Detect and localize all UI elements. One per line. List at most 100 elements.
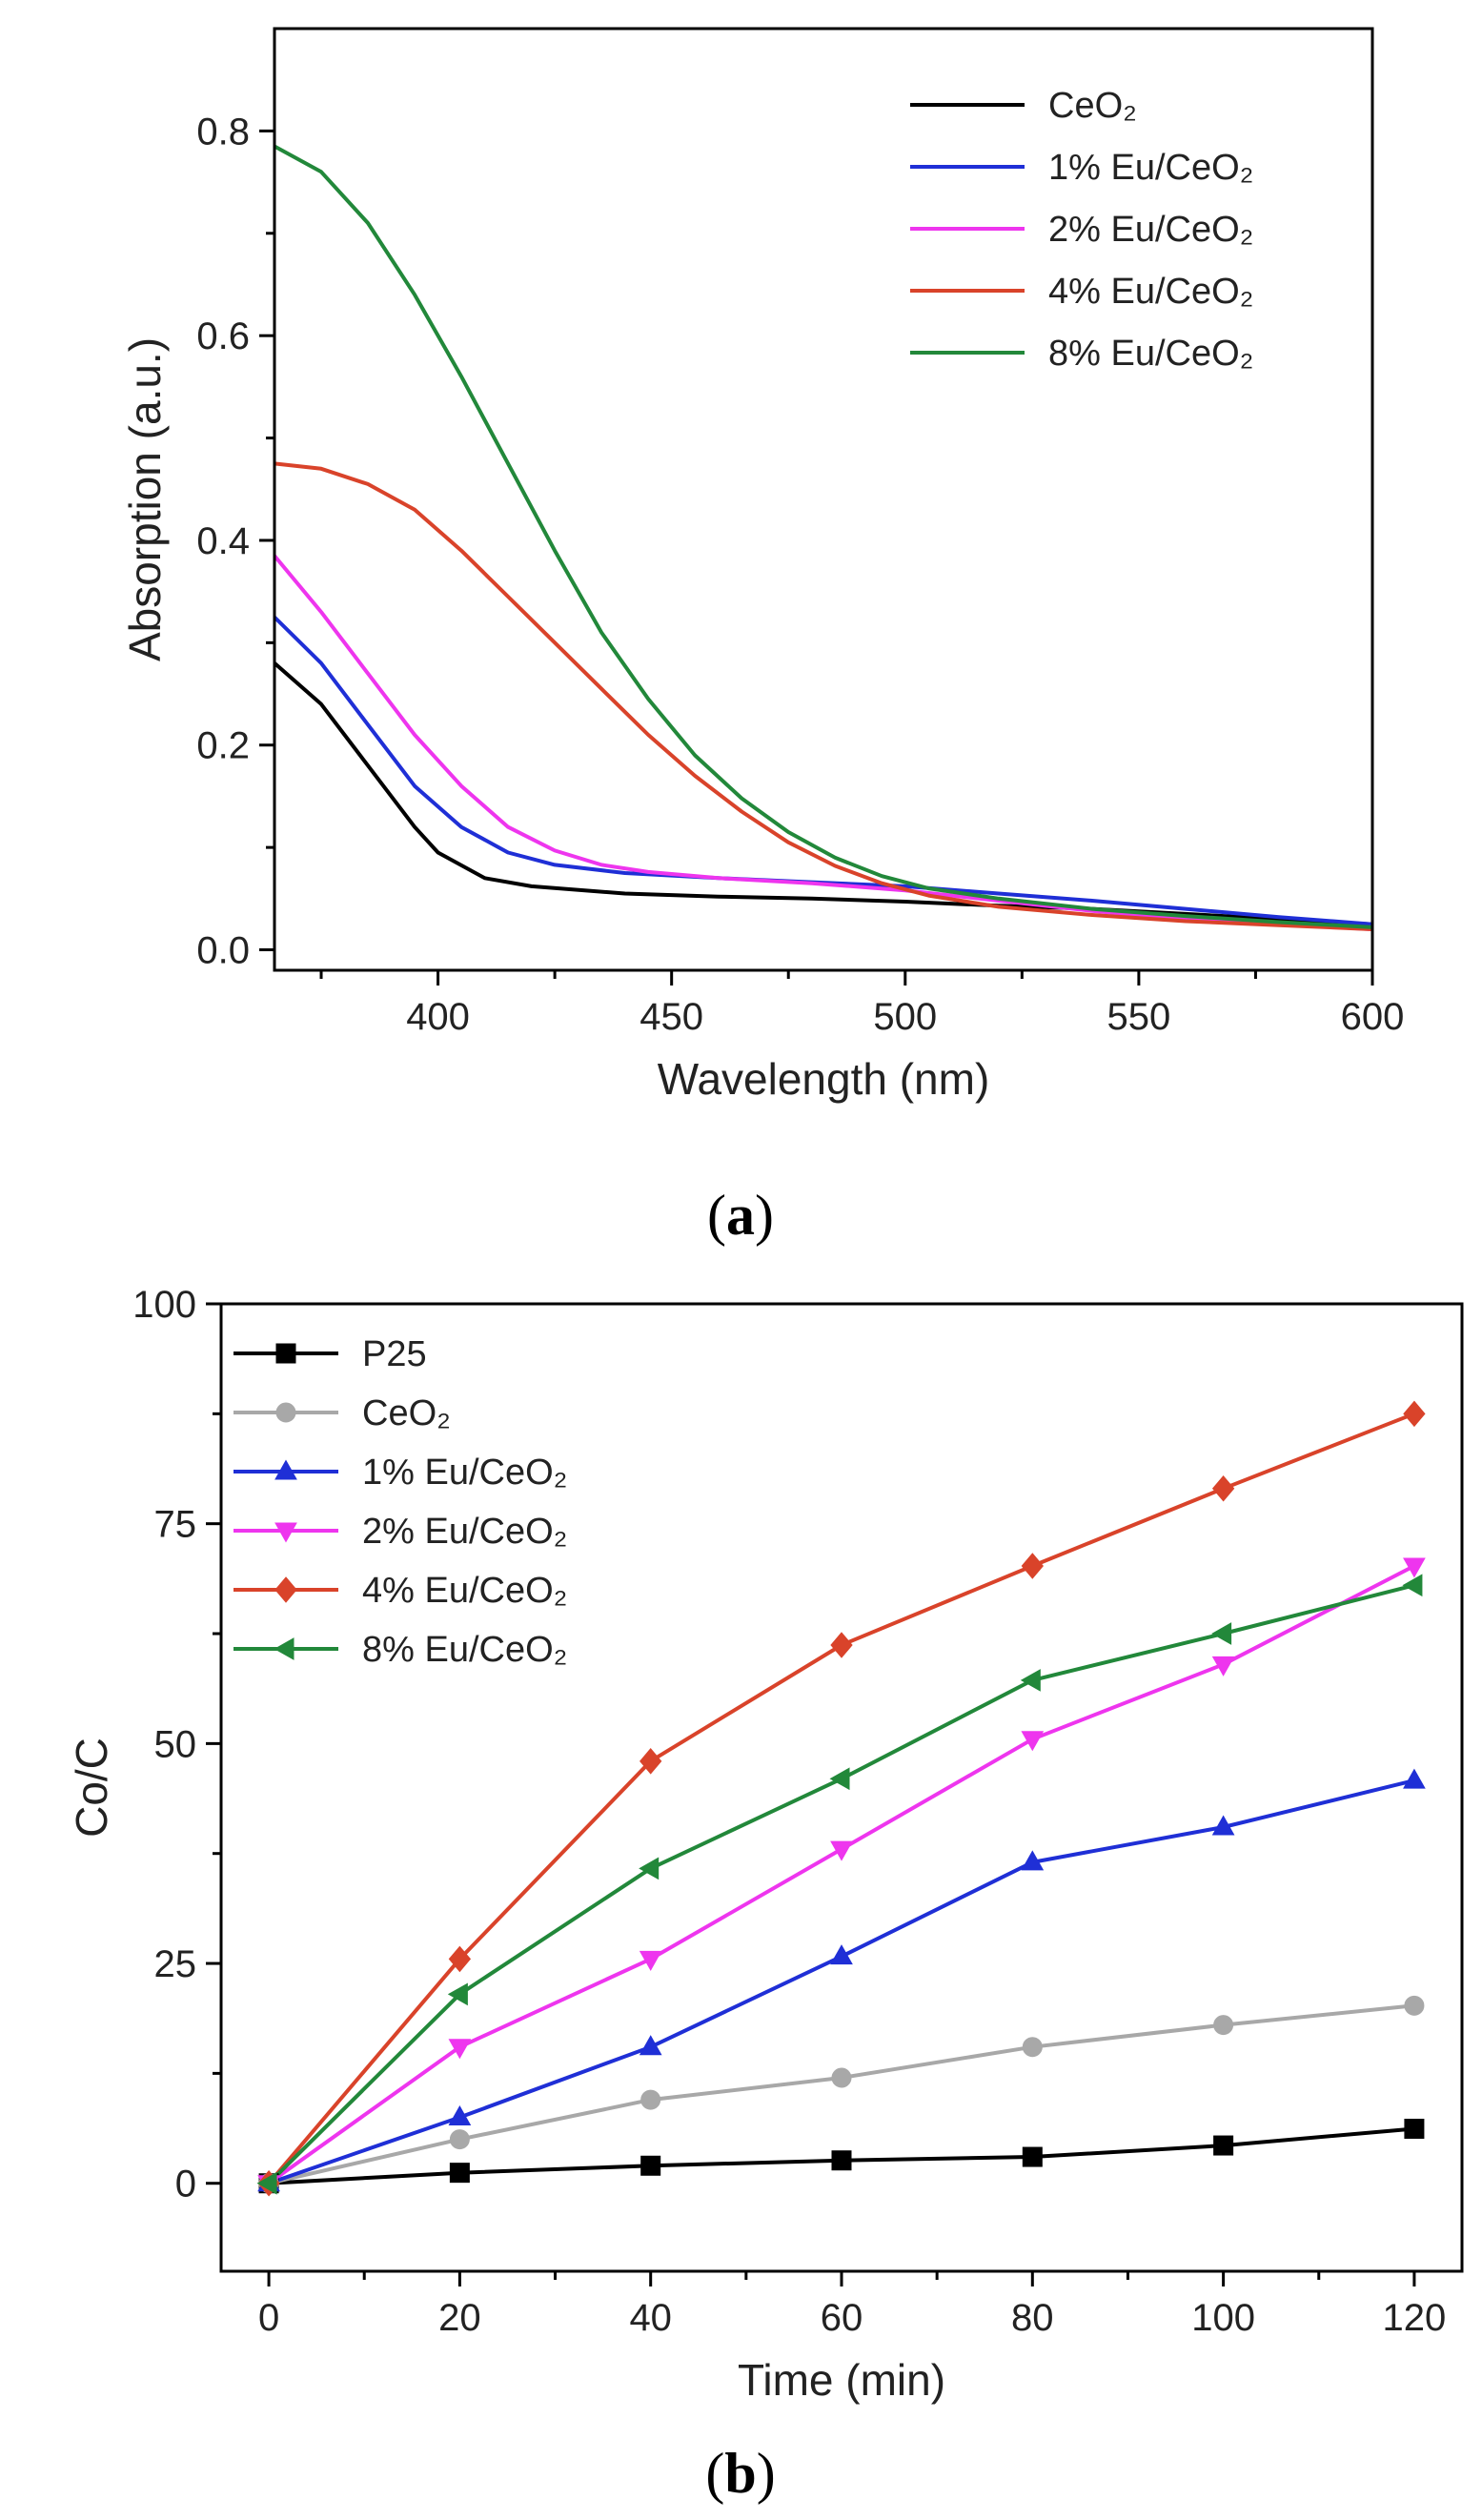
panel-b-point-4-eu-ceo2 xyxy=(639,1748,662,1775)
panel-a-label-close-paren: ) xyxy=(755,1184,774,1247)
panel-b-point-p25 xyxy=(1022,2146,1043,2167)
panel-b-point-ceo2 xyxy=(1213,2015,1234,2036)
panel-b-point-2-eu-ceo2 xyxy=(1211,1656,1235,1677)
panel-a-line-8-eu-ceo2 xyxy=(274,144,1373,929)
panel-b-point-1-eu-ceo2 xyxy=(448,2105,472,2126)
a-x-tick-label: 600 xyxy=(1341,996,1405,1038)
panel-a-x-axis-title: Wavelength (nm) xyxy=(658,1054,990,1104)
panel-a-label-letter: a xyxy=(726,1184,755,1247)
panel-b-point-8-eu-ceo2 xyxy=(1211,1622,1232,1645)
panel-a-legend: CeO₂ 1% Eu/CeO₂ 2% Eu/CeO₂ 4% Eu/CeO₂ 8% Eu/… xyxy=(910,86,1253,374)
panel-b-legend: P25 CeO₂ 1% Eu/CeO₂ 2% Eu/CeO₂ 4% Eu/CeO₂ 8% … xyxy=(233,1334,567,1670)
panel-b-label-close-paren: ) xyxy=(757,2442,776,2505)
panel-b-point-8-eu-ceo2 xyxy=(256,2171,277,2195)
panel-b-point-p25 xyxy=(1404,2119,1425,2140)
panel-b-point-ceo2 xyxy=(640,2089,661,2110)
panel-b-point-4-eu-ceo2 xyxy=(448,1945,472,1973)
panel-a-label-open-paren: ( xyxy=(707,1184,726,1247)
panel-b-legend-label-1-eu-ceo2: 1% Eu/CeO₂ xyxy=(362,1453,567,1493)
panel-b-chart: 0 20 40 60 80 100 120 0 25 50 75 100 Time (min) Co… xyxy=(67,1284,1464,2505)
panel-a-y-axis-title: Absorption (a.u.) xyxy=(120,337,170,661)
panel-b-point-p25 xyxy=(831,2150,852,2171)
a-x-tick-label: 400 xyxy=(406,996,470,1038)
b-x-tick-label: 80 xyxy=(1011,2297,1054,2339)
b-y-tick-label: 50 xyxy=(154,1723,197,1765)
panel-b-legend-marker-2-eu-ceo2 xyxy=(274,1522,297,1543)
panel-b-point-8-eu-ceo2 xyxy=(1020,1669,1041,1692)
panel-b-label-letter: b xyxy=(724,2442,756,2505)
panel-b-legend-label-ceo2: CeO₂ xyxy=(362,1393,451,1433)
b-y-tick-label: 25 xyxy=(154,1943,197,1985)
panel-b-point-1-eu-ceo2 xyxy=(639,2035,662,2056)
panel-b-point-4-eu-ceo2 xyxy=(830,1632,853,1658)
panel-a-line-4-eu-ceo2 xyxy=(274,461,1373,931)
b-x-tick-label: 20 xyxy=(438,2297,481,2339)
panel-b-y-ticks: 0 25 50 75 100 xyxy=(132,1284,221,2205)
panel-a-legend-label-4-eu-ceo2: 4% Eu/CeO₂ xyxy=(1048,272,1253,312)
panel-b-label-open-paren: ( xyxy=(705,2442,724,2505)
b-x-tick-label: 0 xyxy=(258,2297,279,2339)
b-x-tick-label: 40 xyxy=(629,2297,672,2339)
panel-b-legend-marker-4-eu-ceo2 xyxy=(274,1576,297,1603)
panel-a-series-lines xyxy=(273,144,1373,931)
panel-b-point-1-eu-ceo2 xyxy=(830,1944,853,1965)
panel-b-point-8-eu-ceo2 xyxy=(639,1857,660,1880)
panel-b-point-p25 xyxy=(449,2163,470,2184)
panel-b-point-ceo2 xyxy=(1404,1995,1425,2016)
panel-b-point-p25 xyxy=(640,2155,661,2176)
a-x-tick-label: 450 xyxy=(639,996,703,1038)
panel-b-point-2-eu-ceo2 xyxy=(639,1950,662,1971)
panel-b-point-1-eu-ceo2 xyxy=(1021,1850,1045,1871)
a-y-tick-label: 0.2 xyxy=(196,725,250,767)
panel-a-legend-label-1-eu-ceo2: 1% Eu/CeO₂ xyxy=(1048,148,1253,188)
panel-a-line-2-eu-ceo2 xyxy=(273,554,1373,931)
panel-a-y-ticks: 0.0 0.2 0.4 0.6 0.8 xyxy=(196,111,274,972)
panel-b-legend-marker-8-eu-ceo2 xyxy=(274,1637,294,1660)
panel-b-y-axis-title: Co/C xyxy=(67,1738,116,1838)
b-y-tick-label: 75 xyxy=(154,1504,197,1546)
panel-b-point-8-eu-ceo2 xyxy=(447,1982,468,2006)
b-y-tick-label: 100 xyxy=(132,1284,196,1326)
panel-b-point-1-eu-ceo2 xyxy=(1211,1815,1235,1836)
panel-b-legend-label-p25: P25 xyxy=(362,1334,427,1374)
panel-b-point-ceo2 xyxy=(1022,2037,1043,2058)
a-y-tick-label: 0.0 xyxy=(196,930,250,972)
panel-b-point-8-eu-ceo2 xyxy=(1402,1574,1423,1597)
a-x-tick-label: 550 xyxy=(1107,996,1171,1038)
b-x-tick-label: 60 xyxy=(821,2297,863,2339)
panel-b-point-1-eu-ceo2 xyxy=(1403,1768,1426,1789)
panel-b-point-ceo2 xyxy=(831,2067,852,2088)
b-y-tick-label: 0 xyxy=(175,2164,196,2205)
panel-b-point-8-eu-ceo2 xyxy=(829,1767,850,1791)
a-x-tick-label: 500 xyxy=(873,996,937,1038)
panel-a-chart: 400 450 500 550 600 0.0 0.2 0.4 0.6 0.8 Waveleng… xyxy=(120,27,1405,1247)
panel-b-point-p25 xyxy=(1213,2135,1234,2156)
b-x-tick-label: 120 xyxy=(1383,2297,1447,2339)
panel-b-point-4-eu-ceo2 xyxy=(1211,1474,1235,1502)
panel-b-legend-label-8-eu-ceo2: 8% Eu/CeO₂ xyxy=(362,1630,567,1670)
panel-b-point-4-eu-ceo2 xyxy=(1403,1400,1426,1428)
panel-a-plot-frame xyxy=(273,27,1374,972)
panel-b-x-axis-title: Time (min) xyxy=(738,2355,945,2405)
panel-a-legend-label-ceo2: CeO₂ xyxy=(1048,86,1137,126)
a-y-tick-label: 0.4 xyxy=(196,520,250,562)
panel-b-series-markers xyxy=(256,1400,1426,2197)
panel-b-point-2-eu-ceo2 xyxy=(1403,1557,1426,1578)
a-y-tick-label: 0.6 xyxy=(196,315,250,357)
panel-b-legend-marker-ceo2 xyxy=(275,1402,296,1423)
panel-b-point-4-eu-ceo2 xyxy=(1021,1553,1044,1579)
panel-b-legend-marker-p25 xyxy=(275,1343,296,1364)
panel-b-legend-label-2-eu-ceo2: 2% Eu/CeO₂ xyxy=(362,1512,567,1552)
panel-b-point-ceo2 xyxy=(449,2129,470,2150)
panel-b-legend-label-4-eu-ceo2: 4% Eu/CeO₂ xyxy=(362,1571,567,1611)
panel-b-legend-marker-1-eu-ceo2 xyxy=(274,1459,297,1480)
panel-a-label: (a) xyxy=(707,1184,774,1247)
panel-b-point-2-eu-ceo2 xyxy=(1021,1731,1045,1752)
panel-b-point-2-eu-ceo2 xyxy=(830,1840,853,1861)
panel-b-label: (b) xyxy=(705,2442,775,2505)
panel-a-legend-label-8-eu-ceo2: 8% Eu/CeO₂ xyxy=(1048,334,1253,374)
panel-b-point-2-eu-ceo2 xyxy=(448,2039,472,2060)
a-y-tick-label: 0.8 xyxy=(196,111,250,152)
